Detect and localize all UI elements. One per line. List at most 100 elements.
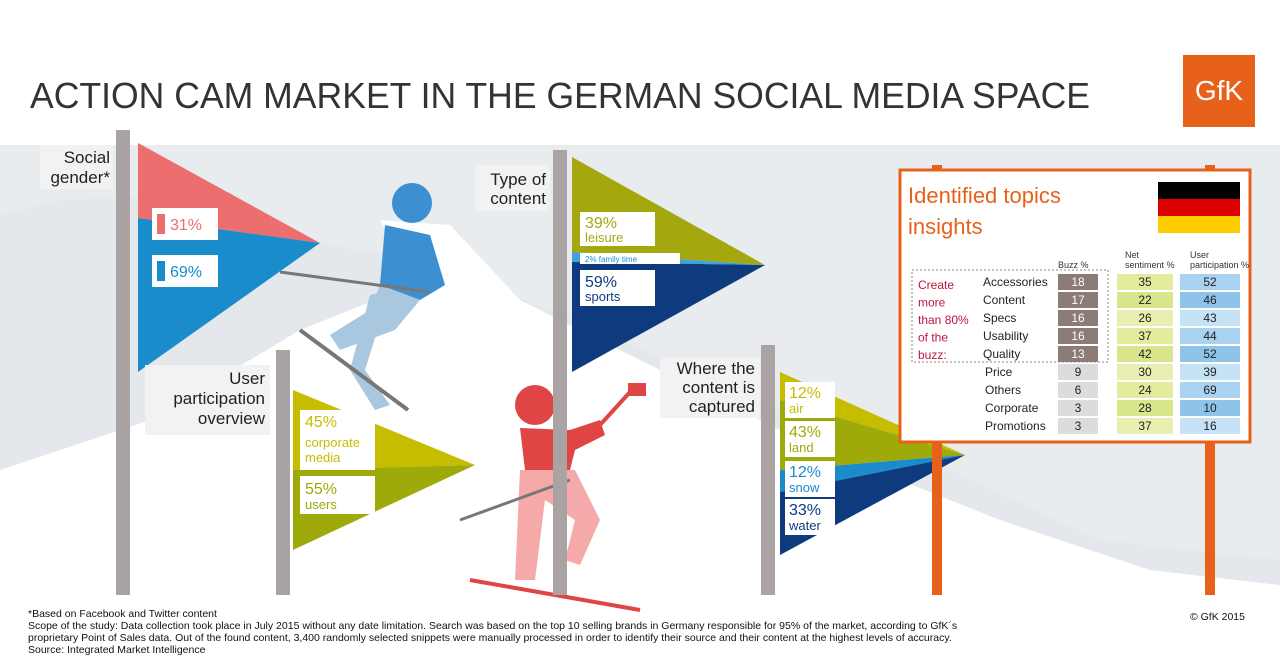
- note: more: [918, 296, 946, 310]
- flag-label: User: [229, 369, 265, 388]
- table-cell: [1180, 274, 1240, 290]
- table-value: 39: [1203, 365, 1217, 379]
- table-cell: [1180, 328, 1240, 344]
- table-cell: [1058, 310, 1098, 326]
- icon: [157, 261, 165, 281]
- table-cell: [1180, 400, 1240, 416]
- table-value: 9: [1075, 365, 1082, 379]
- value: 31%: [170, 217, 202, 234]
- value: 69%: [170, 264, 202, 281]
- table-value: 37: [1138, 419, 1152, 433]
- value: 12%: [789, 464, 821, 481]
- table-cell: [1117, 346, 1173, 362]
- table-cell: [1058, 346, 1098, 362]
- table-value: 16: [1071, 311, 1085, 325]
- value: 59%: [585, 274, 617, 291]
- table-value: 28: [1138, 401, 1152, 415]
- table-value: 37: [1138, 329, 1152, 343]
- table-value: 42: [1138, 347, 1152, 361]
- footer-line: proprietary Point of Sales data. Out of …: [28, 632, 952, 644]
- logo: [1183, 55, 1255, 127]
- column-header: sentiment %: [1125, 260, 1175, 270]
- table-cell: [1117, 274, 1173, 290]
- table-cell: [1180, 382, 1240, 398]
- table-value: 46: [1203, 293, 1217, 307]
- skier-red: [459, 383, 646, 612]
- row-name: Specs: [983, 311, 1016, 325]
- flag-stripe: [1158, 182, 1240, 199]
- table-cell: [1058, 364, 1098, 380]
- table-cell: [1117, 292, 1173, 308]
- value: 2% family time: [585, 255, 638, 264]
- table-value: 24: [1138, 383, 1152, 397]
- skier-blue: [279, 183, 445, 412]
- icon: [157, 214, 165, 234]
- flag-label: participation: [173, 389, 265, 408]
- shape: [459, 478, 571, 522]
- table-value: 43: [1203, 311, 1217, 325]
- value: 33%: [789, 502, 821, 519]
- table-cell: [1180, 292, 1240, 308]
- pole: [761, 345, 775, 595]
- footer-line: *Based on Facebook and Twitter content: [28, 608, 217, 620]
- row-name: Price: [985, 365, 1013, 379]
- pole: [116, 130, 130, 595]
- highlight-box: [911, 269, 1109, 363]
- pole: [553, 150, 567, 595]
- table-value: 16: [1071, 329, 1085, 343]
- row-name: Usability: [983, 329, 1028, 343]
- row-name: Others: [985, 383, 1021, 397]
- table-value: 6: [1075, 383, 1082, 397]
- table-cell: [1180, 364, 1240, 380]
- flag-label: Where the: [677, 359, 755, 378]
- value-box: [785, 421, 835, 457]
- flag-stripe: [1158, 216, 1240, 233]
- value-label: leisure: [585, 230, 623, 245]
- table-value: 17: [1071, 293, 1085, 307]
- table-value: 13: [1071, 347, 1085, 361]
- table-value: 18: [1071, 275, 1085, 289]
- flag-label: content is: [682, 378, 755, 397]
- table-cell: [1117, 400, 1173, 416]
- value-box: [300, 476, 375, 514]
- table-cell: [1117, 310, 1173, 326]
- value-box: [300, 410, 375, 470]
- pole: [276, 350, 290, 595]
- table-cell: [1117, 382, 1173, 398]
- column-header: participation %: [1190, 260, 1249, 270]
- table-value: 69: [1203, 383, 1217, 397]
- shape: [515, 470, 600, 580]
- note: buzz:: [918, 348, 947, 362]
- board-title: Identified topics: [908, 183, 1061, 208]
- shape: [392, 183, 432, 223]
- footer-line: Source: Integrated Market Intelligence: [28, 644, 206, 656]
- value: 55%: [305, 481, 337, 498]
- table-cell: [1058, 400, 1098, 416]
- copyright: © GfK 2015: [1190, 611, 1245, 623]
- row-name: Quality: [983, 347, 1020, 361]
- table-cell: [1058, 418, 1098, 434]
- column-header: User: [1190, 250, 1209, 260]
- shape: [598, 390, 632, 427]
- value-box: [580, 253, 680, 264]
- table-cell: [1117, 328, 1173, 344]
- table-value: 52: [1203, 347, 1217, 361]
- table-cell: [1117, 364, 1173, 380]
- table-cell: [1058, 328, 1098, 344]
- table-value: 44: [1203, 329, 1217, 343]
- value-box: [580, 212, 655, 246]
- table-cell: [1180, 346, 1240, 362]
- row-name: Content: [983, 293, 1026, 307]
- table-cell: [1180, 310, 1240, 326]
- table-cell: [1058, 382, 1098, 398]
- value-label: corporate: [305, 435, 360, 450]
- shape: [515, 385, 555, 425]
- value: 12%: [789, 385, 821, 402]
- value: 39%: [585, 215, 617, 232]
- flag-label: Type of: [490, 170, 546, 189]
- value-label: water: [788, 518, 821, 533]
- shape: [628, 383, 646, 396]
- table-value: 26: [1138, 311, 1152, 325]
